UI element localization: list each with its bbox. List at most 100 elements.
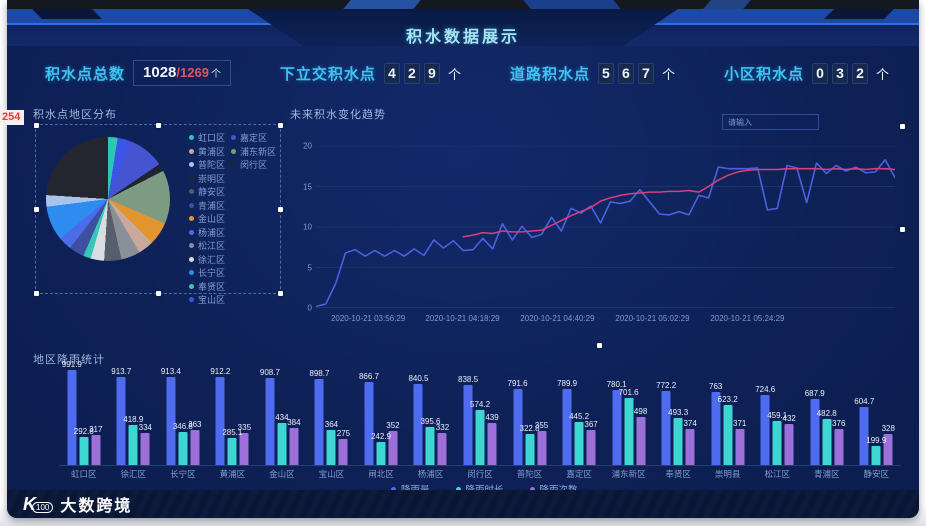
bar-降雨量[interactable]: 772.2 (656, 381, 676, 465)
bar-group[interactable]: 866.7 242.9 352 (356, 367, 406, 465)
selection-handle[interactable] (34, 207, 39, 212)
legend-item[interactable]: 浦东新区 (230, 145, 276, 159)
bar-降雨次数[interactable]: 367 (584, 420, 598, 465)
bar-降雨次数[interactable]: 371 (733, 419, 746, 465)
bar-降雨时长[interactable]: 701.6 (619, 388, 639, 465)
legend-item[interactable]: 金山区 (188, 212, 225, 226)
bar-降雨时长[interactable]: 364 (325, 420, 338, 465)
legend-item[interactable]: 宝山区 (188, 293, 225, 307)
bar-降雨次数[interactable]: 335 (238, 423, 251, 465)
bar-降雨次数[interactable]: 432 (783, 414, 796, 465)
bar-降雨次数[interactable]: 384 (287, 418, 301, 465)
bar-降雨量[interactable]: 991.9 (62, 360, 82, 465)
bar-降雨次数[interactable]: 275 (337, 429, 350, 465)
bar-group[interactable]: 913.4 346.8 363 (158, 367, 208, 465)
bar-降雨时长[interactable]: 242.9 (371, 432, 391, 465)
bar-降雨量[interactable]: 687.9 (805, 389, 825, 465)
legend-item[interactable]: 闵行区 (230, 158, 276, 172)
bar-降雨次数[interactable]: 334 (139, 423, 152, 465)
bar-group[interactable]: 604.7 199.9 328 (852, 367, 902, 465)
selection-handle[interactable] (156, 123, 161, 128)
bar-降雨时长[interactable]: 322.8 (520, 424, 540, 465)
bar-group[interactable]: 724.6 459.1 432 (752, 367, 802, 465)
bar-降雨量[interactable]: 913.7 (111, 367, 131, 465)
bar-group[interactable]: 772.2 493.3 374 (653, 367, 703, 465)
selection-handle[interactable] (156, 291, 161, 296)
bar-降雨次数[interactable]: 317 (89, 425, 102, 465)
bar-降雨次数[interactable]: 439 (485, 413, 499, 465)
bar-降雨时长[interactable]: 395.6 (420, 417, 441, 465)
selection-handle[interactable] (34, 291, 39, 296)
bar-降雨时长[interactable]: 459.1 (767, 411, 787, 465)
legend-item[interactable]: 青浦区 (188, 199, 225, 213)
bar-group[interactable]: 780.1 701.6 498 (604, 367, 654, 465)
selection-handle[interactable] (900, 227, 905, 232)
bar-chart[interactable]: 991.9 292.8 317 913.7 418.9 334 913.4 346.8 363 9… (59, 360, 902, 466)
bar-group[interactable]: 912.2 285.1 335 (208, 367, 258, 465)
bar-降雨次数[interactable]: 363 (188, 420, 202, 465)
bar-降雨量[interactable]: 912.2 (210, 367, 230, 465)
bar-降雨量[interactable]: 838.5 (458, 375, 478, 465)
bar-降雨次数[interactable]: 352 (386, 421, 400, 465)
selection-handle[interactable] (596, 343, 602, 348)
pie-widget-selection[interactable]: 虹口区 黄浦区 普陀区 崇明区 静安区 青浦区 金山区 杨浦区 松江区 徐汇区 长宁区 奉贤区 宝山区 嘉… (34, 123, 283, 305)
bar-降雨次数[interactable]: 374 (683, 419, 697, 465)
selection-handle[interactable] (900, 124, 905, 129)
bar-降雨量[interactable]: 789.9 (557, 379, 577, 465)
bar-group[interactable]: 908.7 434 384 (257, 367, 307, 465)
selection-handle[interactable] (278, 291, 283, 296)
bar-group[interactable]: 913.7 418.9 334 (109, 367, 159, 465)
bar-降雨时长[interactable]: 623.2 (718, 395, 738, 465)
selection-handle[interactable] (278, 207, 283, 212)
bar-group[interactable]: 687.9 482.8 376 (802, 367, 852, 465)
bar-降雨时长[interactable]: 445.2 (569, 412, 589, 465)
bar-降雨时长[interactable]: 346.8 (173, 422, 193, 465)
bar-group[interactable]: 840.5 395.6 332 (406, 367, 456, 465)
bar-降雨量[interactable]: 780.1 (607, 380, 627, 465)
legend-item[interactable]: 长宁区 (188, 266, 225, 280)
legend-item[interactable]: 徐汇区 (188, 253, 225, 267)
bar-降雨量[interactable]: 908.7 (260, 368, 280, 465)
bar-降雨时长[interactable]: 482.8 (817, 409, 837, 465)
bar-group[interactable]: 789.9 445.2 367 (554, 367, 604, 465)
bar-降雨时长[interactable]: 493.3 (668, 408, 688, 465)
legend-item[interactable]: 崇明区 (188, 172, 225, 186)
bar-降雨量[interactable]: 763 (709, 382, 722, 465)
legend-item[interactable]: 奉贤区 (188, 280, 225, 294)
legend-item[interactable]: 静安区 (188, 185, 225, 199)
bar-降雨量[interactable]: 604.7 (854, 397, 874, 465)
legend-item[interactable]: 杨浦区 (188, 226, 225, 240)
bar-group[interactable]: 763 623.2 371 (703, 367, 753, 465)
legend-item[interactable]: 黄浦区 (188, 145, 225, 159)
search-input[interactable] (722, 114, 819, 130)
bar-降雨量[interactable]: 898.7 (309, 369, 329, 465)
bar-降雨时长[interactable]: 292.8 (74, 427, 94, 465)
legend-item[interactable]: 虹口区 (188, 131, 225, 145)
bar-降雨量[interactable]: 913.4 (161, 367, 181, 465)
bar-降雨次数[interactable]: 328 (882, 424, 895, 465)
bar-group[interactable]: 898.7 364 275 (307, 367, 357, 465)
bar-降雨次数[interactable]: 355 (535, 421, 548, 465)
bar-降雨次数[interactable]: 376 (832, 419, 845, 465)
bar-降雨时长[interactable]: 199.9 (866, 436, 886, 465)
bar-group[interactable]: 791.6 322.8 355 (505, 367, 555, 465)
selection-handle[interactable] (278, 123, 283, 128)
pie-chart[interactable] (46, 137, 170, 261)
bar-降雨时长[interactable]: 418.9 (123, 415, 143, 465)
bar-降雨量[interactable]: 866.7 (359, 372, 379, 465)
bar-降雨时长[interactable]: 285.1 (222, 428, 242, 465)
selection-handle[interactable] (34, 123, 39, 128)
bar-降雨量[interactable]: 791.6 (508, 379, 528, 465)
bar-降雨时长[interactable]: 574.2 (470, 400, 490, 465)
line-chart[interactable]: 20 15 10 5 0 (303, 142, 896, 313)
bar-降雨次数[interactable]: 498 (634, 407, 647, 465)
bar-降雨时长[interactable]: 434 (275, 413, 289, 465)
bar-降雨量[interactable]: 724.6 (755, 385, 775, 465)
bar-group[interactable]: 838.5 574.2 439 (455, 367, 505, 465)
legend-item[interactable]: 嘉定区 (230, 131, 276, 145)
bar-group[interactable]: 991.9 292.8 317 (59, 360, 109, 465)
legend-item[interactable]: 普陀区 (188, 158, 225, 172)
legend-item[interactable]: 松江区 (188, 239, 225, 253)
bar-降雨量[interactable]: 840.5 (408, 374, 429, 465)
bar-降雨次数[interactable]: 332 (436, 423, 449, 465)
